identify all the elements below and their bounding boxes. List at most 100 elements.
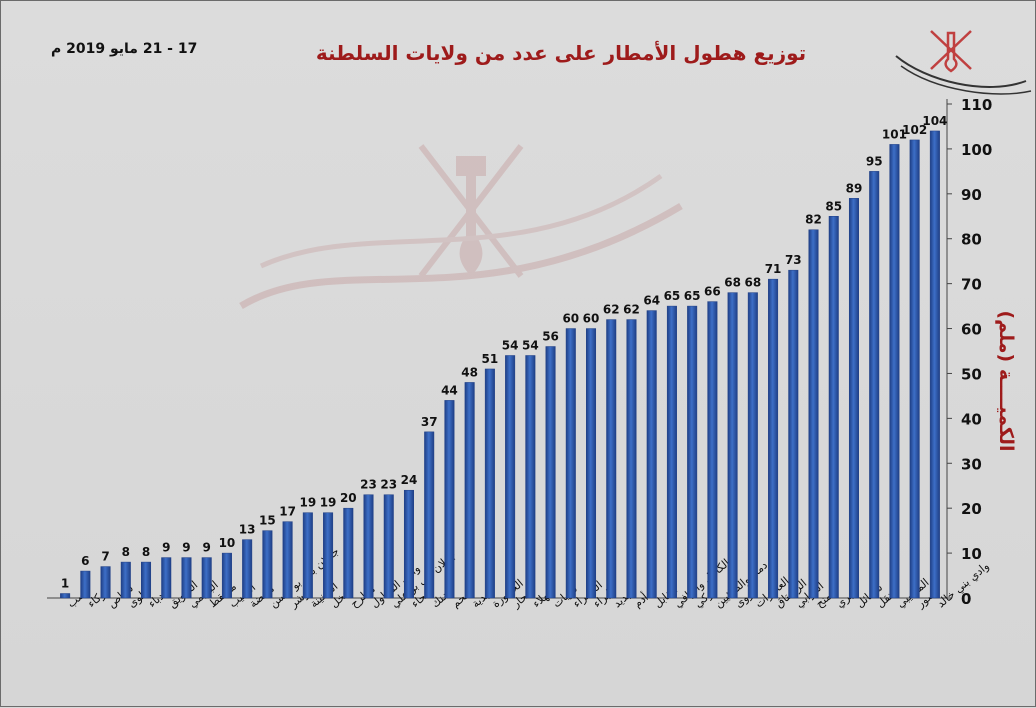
data-label: 104 xyxy=(922,114,947,128)
bar xyxy=(707,301,718,599)
bar xyxy=(828,216,839,599)
y-tick-label: 90 xyxy=(961,186,982,204)
data-label: 65 xyxy=(684,289,701,303)
bar xyxy=(363,494,374,599)
watermark-emblem xyxy=(239,144,683,310)
y-tick-label: 60 xyxy=(961,321,982,339)
data-label: 101 xyxy=(882,127,907,141)
bar xyxy=(484,368,495,599)
data-label: 95 xyxy=(866,154,883,168)
bar xyxy=(464,382,475,599)
bar xyxy=(141,561,152,599)
data-label: 102 xyxy=(902,123,927,137)
data-label: 44 xyxy=(441,383,458,397)
data-label: 54 xyxy=(502,338,519,352)
bar xyxy=(545,346,556,599)
data-label: 68 xyxy=(744,276,761,290)
data-label: 1 xyxy=(61,577,69,591)
data-label: 19 xyxy=(320,496,337,510)
bar xyxy=(323,512,334,599)
bar xyxy=(80,570,91,599)
bar xyxy=(626,319,637,599)
bar xyxy=(221,552,232,599)
data-label: 85 xyxy=(825,199,842,213)
bar xyxy=(120,561,131,599)
bar xyxy=(606,319,617,599)
data-label: 9 xyxy=(162,541,170,555)
data-label: 68 xyxy=(724,276,741,290)
bar xyxy=(929,130,940,599)
bar xyxy=(909,139,920,599)
data-label: 51 xyxy=(482,352,499,366)
bar xyxy=(444,400,455,599)
bar xyxy=(282,521,293,599)
data-label: 8 xyxy=(142,545,150,559)
bar xyxy=(565,328,576,599)
data-label: 8 xyxy=(122,545,130,559)
y-tick-label: 70 xyxy=(961,276,982,294)
data-label: 19 xyxy=(299,496,316,510)
data-label: 73 xyxy=(785,253,802,267)
data-label: 60 xyxy=(562,312,579,326)
bar xyxy=(666,305,677,599)
data-label: 66 xyxy=(704,285,721,299)
y-tick-label: 20 xyxy=(961,500,982,518)
data-label: 64 xyxy=(643,294,660,308)
bar xyxy=(586,328,597,599)
bar xyxy=(302,512,313,599)
data-label: 62 xyxy=(623,303,640,317)
bar xyxy=(727,292,738,599)
date-range: 17 - 21 مايو 2019 م xyxy=(51,41,198,57)
data-label: 23 xyxy=(360,478,377,492)
y-tick-label: 10 xyxy=(961,545,982,563)
data-label: 9 xyxy=(203,541,211,555)
data-label: 7 xyxy=(101,550,109,564)
bar xyxy=(403,489,414,599)
data-label: 65 xyxy=(664,289,681,303)
y-tick-label: 110 xyxy=(961,96,992,114)
data-label: 54 xyxy=(522,338,539,352)
data-label: 6 xyxy=(81,554,89,568)
y-tick-label: 50 xyxy=(961,365,982,383)
bar xyxy=(161,557,172,599)
data-label: 9 xyxy=(182,541,190,555)
data-label: 37 xyxy=(421,415,438,429)
bar xyxy=(100,566,111,599)
data-label: 56 xyxy=(542,330,559,344)
bar xyxy=(889,144,900,599)
bar xyxy=(768,278,779,599)
data-label: 23 xyxy=(380,478,397,492)
bar xyxy=(424,431,435,599)
bar xyxy=(788,269,799,599)
y-tick-label: 0 xyxy=(961,590,971,608)
ministry-logo xyxy=(895,30,1032,95)
bar xyxy=(242,539,253,599)
y-tick-label: 80 xyxy=(961,231,982,249)
bar xyxy=(848,198,859,599)
data-label: 20 xyxy=(340,491,357,505)
data-label: 15 xyxy=(259,514,276,528)
data-label: 17 xyxy=(279,505,296,519)
data-label: 60 xyxy=(583,312,600,326)
chart-title: توزيع هطول الأمطار على عدد من ولايات الس… xyxy=(315,41,807,65)
data-label: 13 xyxy=(239,523,256,537)
data-label: 48 xyxy=(461,365,478,379)
data-label: 10 xyxy=(219,536,236,550)
data-label: 89 xyxy=(846,181,863,195)
bar xyxy=(505,355,516,599)
bar xyxy=(60,593,71,599)
bar xyxy=(808,229,819,599)
data-label: 62 xyxy=(603,303,620,317)
bar xyxy=(383,494,394,599)
bar xyxy=(201,557,212,599)
bar xyxy=(262,530,273,599)
y-tick-label: 40 xyxy=(961,410,982,428)
bar xyxy=(869,171,880,599)
data-label: 24 xyxy=(401,473,418,487)
bar xyxy=(343,507,354,599)
bar xyxy=(687,305,698,599)
bar xyxy=(646,310,657,599)
bar xyxy=(747,292,758,599)
